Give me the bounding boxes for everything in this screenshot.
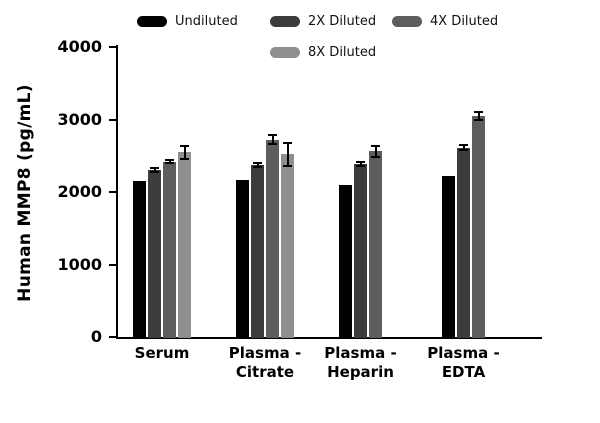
error-bar-line (271, 135, 274, 145)
error-bar-line (477, 111, 480, 121)
y-tick-mark (109, 46, 116, 48)
error-bar-cap-top (253, 162, 262, 165)
y-axis (116, 45, 118, 339)
x-axis (116, 337, 542, 339)
y-tick-label: 1000 (57, 254, 102, 274)
error-bar-cap-top (283, 141, 292, 144)
error-bar-cap-bottom (474, 119, 483, 122)
bar (339, 185, 352, 338)
bar (148, 170, 161, 338)
y-tick-mark (109, 191, 116, 193)
legend-swatch (392, 16, 422, 27)
error-bar-cap-top (356, 160, 365, 163)
bar (369, 151, 382, 338)
error-bar-cap-top (268, 134, 277, 137)
error-bar-line (168, 159, 171, 164)
error-bar-line (256, 163, 259, 167)
error-bar-cap-bottom (165, 162, 174, 165)
x-category-label: Plasma - EDTA (427, 344, 500, 381)
x-category-label: Serum (134, 344, 190, 362)
error-bar-cap-bottom (283, 164, 292, 167)
x-category-label: Plasma - Heparin (324, 344, 397, 381)
bar (472, 115, 485, 338)
y-tick-label: 3000 (57, 109, 102, 129)
error-bar-cap-top (165, 158, 174, 161)
bar (133, 181, 146, 338)
error-bar-cap-bottom (371, 156, 380, 159)
error-bar-line (359, 161, 362, 166)
error-bar-cap-bottom (268, 143, 277, 146)
y-tick-label: 2000 (57, 182, 102, 201)
bar (442, 176, 455, 338)
error-bar-line (374, 145, 377, 158)
y-tick-mark (109, 336, 116, 338)
error-bar-line (462, 145, 465, 151)
error-bar-cap-top (474, 110, 483, 113)
legend-label: 8X Diluted (308, 45, 377, 60)
error-bar-line (286, 142, 289, 166)
error-bar-line (183, 145, 186, 159)
error-bar-line (153, 168, 156, 173)
legend-swatch (137, 16, 167, 27)
legend-label: 4X Diluted (430, 14, 499, 29)
y-tick-label: 4000 (57, 37, 102, 56)
legend-swatch (270, 47, 300, 58)
y-tick-mark (109, 118, 116, 121)
error-bar-cap-bottom (356, 164, 365, 167)
bar (236, 180, 249, 338)
bar (178, 152, 191, 338)
error-bar-cap-bottom (253, 165, 262, 168)
legend-label: 2X Diluted (308, 14, 377, 29)
error-bar-cap-bottom (150, 171, 159, 174)
error-bar-cap-top (459, 144, 468, 147)
bar (281, 154, 294, 338)
y-tick-mark (109, 263, 116, 266)
error-bar-cap-top (371, 144, 380, 147)
error-bar-cap-top (150, 167, 159, 170)
error-bar-cap-bottom (180, 157, 189, 160)
bar (251, 165, 264, 338)
y-tick-label: 0 (90, 327, 102, 346)
bar (457, 147, 470, 338)
x-category-label: Plasma - Citrate (228, 344, 302, 381)
error-bar-cap-bottom (459, 149, 468, 152)
bar (266, 139, 279, 338)
bar (354, 163, 367, 338)
legend-swatch (270, 16, 300, 27)
bar (163, 161, 176, 338)
error-bar-cap-top (180, 144, 189, 147)
legend-label: Undiluted (175, 14, 238, 29)
